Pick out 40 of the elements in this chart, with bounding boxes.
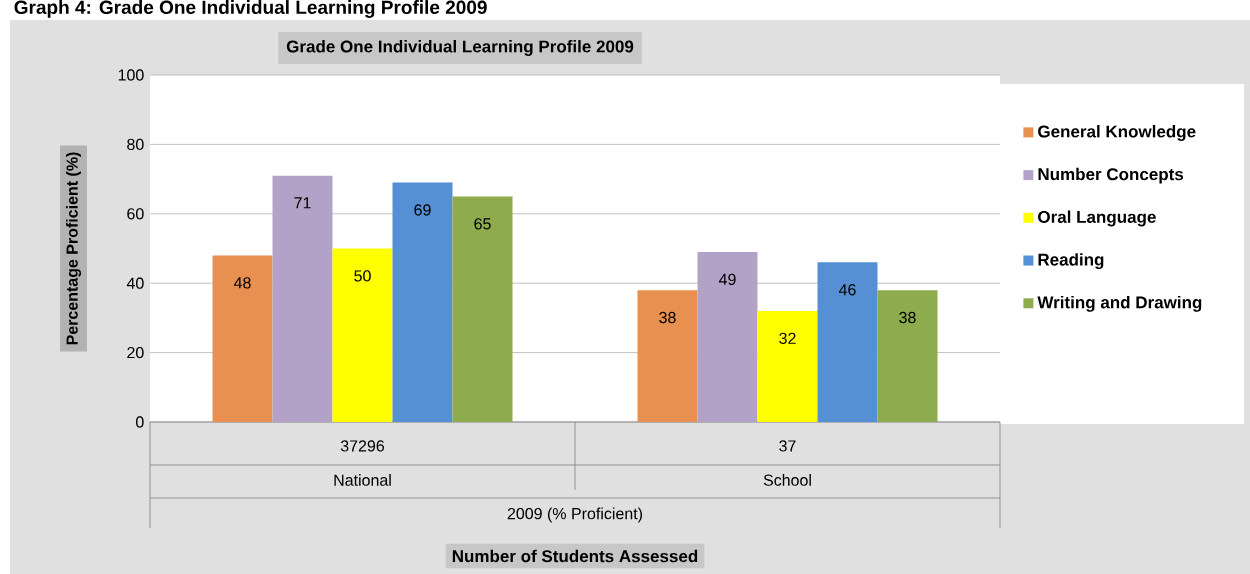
bar: [757, 310, 818, 422]
bar: [332, 248, 393, 422]
data-label: 71: [294, 197, 311, 209]
bar: [272, 175, 333, 422]
text: National: [334, 474, 391, 486]
legend-label: Oral Language: [1038, 210, 1156, 227]
y-tick-label: 80: [127, 138, 144, 151]
y-tick-label: 0: [136, 416, 144, 428]
data-label: 65: [474, 218, 491, 230]
bar: [817, 262, 878, 422]
legend-label: General Knowledge: [1038, 125, 1196, 141]
y-tick-label: 40: [126, 277, 144, 289]
bar: [392, 182, 453, 422]
bar: [452, 196, 513, 422]
x-tick-label: 37: [779, 440, 796, 452]
chart-subtitle: Grade One Individual Learning Profile 2009: [286, 40, 634, 56]
text: 2009 (% Proficient): [507, 507, 642, 523]
legend-label: Writing and Drawing: [1037, 295, 1202, 312]
data-label: 32: [779, 332, 796, 345]
data-label: 38: [899, 311, 916, 324]
data-label: 49: [718, 273, 736, 286]
y-tick-label: 60: [127, 208, 144, 220]
bar: [697, 251, 758, 422]
data-label: 46: [838, 284, 856, 296]
data-label: 69: [414, 204, 431, 216]
y-tick-label: 100: [118, 69, 144, 81]
chart-title: Graph 4: Grade One Individual Learning Profile 2009: [14, 0, 487, 18]
bar: [637, 290, 698, 422]
bar: [877, 290, 938, 422]
y-axis-title: Percentage Proficient (%): [66, 152, 82, 345]
data-label: 48: [233, 277, 251, 289]
data-label: 50: [354, 270, 371, 282]
y-tick-label: 20: [127, 346, 144, 359]
x-tick-label: 37296: [340, 440, 385, 452]
text: Number of Students Assessed: [452, 549, 698, 563]
legend-label: Number Concepts: [1038, 167, 1184, 184]
text: School: [763, 474, 811, 486]
legend-label: Reading: [1038, 253, 1104, 270]
data-label: 38: [659, 311, 676, 324]
bar: [212, 255, 273, 422]
